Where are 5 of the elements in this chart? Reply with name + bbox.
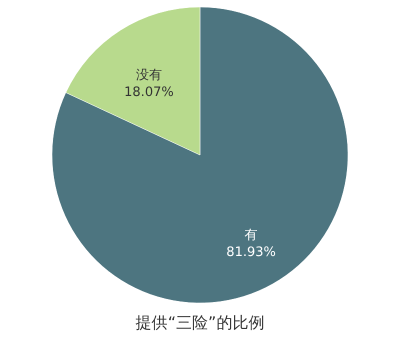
slice-label: 没有 [136,68,162,83]
data-label: 81.93% [226,245,276,260]
text: 提供“三险”的比例 [136,313,264,332]
slice-label: 有 [244,228,258,244]
data-label: 18.07% [124,84,174,100]
